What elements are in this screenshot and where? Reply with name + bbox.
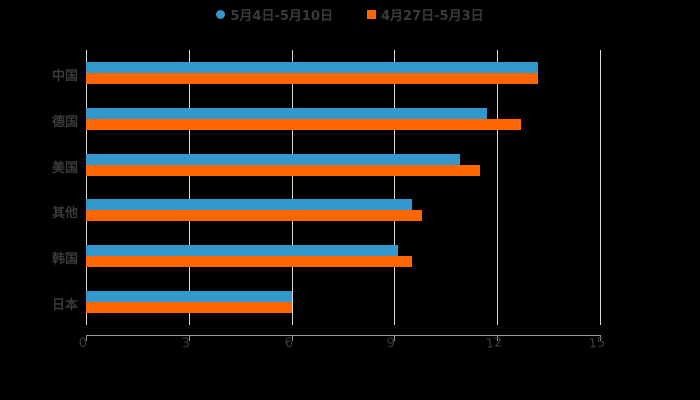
gridline [188, 50, 190, 325]
x-tick [394, 335, 396, 341]
bar[interactable] [86, 210, 422, 222]
bar[interactable] [86, 153, 460, 165]
bar[interactable] [86, 164, 481, 176]
x-tick-label: 3 [180, 335, 191, 352]
x-tick [291, 335, 293, 341]
bar[interactable] [86, 245, 398, 257]
chart-legend: 5月4日-5月10日 4月27日-5月3日 [0, 4, 700, 24]
x-tick [600, 335, 601, 341]
y-category-label: 中国 [51, 69, 78, 84]
x-tick [86, 335, 87, 341]
x-tick-label: 0 [78, 335, 88, 352]
y-category-label: 德国 [51, 114, 78, 130]
bar[interactable] [86, 199, 412, 211]
x-tick-label: 15 [587, 335, 607, 352]
y-category-label: 美国 [51, 160, 78, 176]
bar[interactable] [86, 73, 539, 84]
bar[interactable] [86, 107, 487, 119]
legend-item-series-2[interactable]: 4月27日-5月3日 [367, 4, 484, 24]
legend-circle-icon [216, 9, 226, 19]
bar[interactable] [86, 291, 292, 302]
x-tick-label: 6 [283, 335, 294, 352]
x-tick [497, 335, 499, 341]
y-category-label: 韩国 [51, 252, 78, 268]
plot-area [86, 50, 601, 325]
legend-label: 4月27日-5月3日 [381, 8, 484, 24]
y-category-label: 日本 [51, 298, 78, 313]
gridline [394, 50, 396, 325]
legend-label: 5月4日-5月10日 [230, 8, 333, 24]
x-axis [86, 335, 600, 336]
bar[interactable] [86, 256, 412, 268]
gridline [497, 50, 499, 325]
gridline [600, 50, 601, 325]
legend-square-icon [367, 9, 376, 19]
bar[interactable] [86, 302, 292, 313]
gridline [291, 50, 293, 325]
bar[interactable] [86, 62, 539, 73]
x-tick [188, 335, 190, 341]
x-tick-label: 12 [485, 335, 504, 352]
bar[interactable] [86, 118, 522, 130]
gridline [86, 50, 87, 325]
legend-item-series-1[interactable]: 5月4日-5月10日 [216, 4, 333, 24]
y-category-label: 其他 [51, 206, 78, 222]
